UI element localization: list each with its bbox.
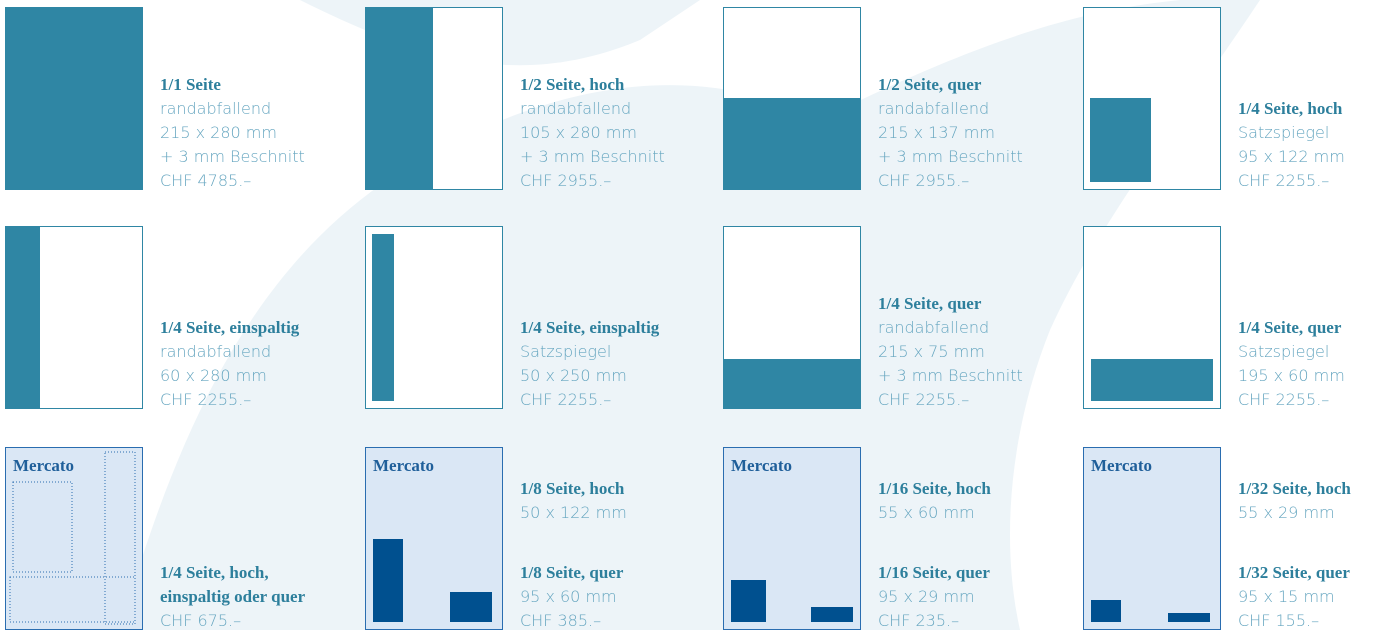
- ad-title: 1/4 Seite, hoch: [1238, 99, 1343, 118]
- ad-detail: 95 x 122 mm: [1238, 147, 1345, 166]
- ad-detail: 195 x 60 mm: [1238, 366, 1345, 385]
- ad-detail: CHF 2255.–: [1238, 171, 1329, 190]
- ad-title: 1/2 Seite, hoch: [520, 75, 625, 94]
- ad-area: [723, 359, 861, 409]
- ad-title: 1/4 Seite, quer: [1238, 318, 1342, 337]
- ad-detail: randabfallend: [878, 318, 989, 337]
- ad-detail: CHF 385.–: [520, 611, 601, 630]
- ad-detail: 95 x 15 mm: [1238, 587, 1335, 606]
- ad-title: 1/4 Seite, quer: [878, 294, 982, 313]
- ad-detail: 55 x 60 mm: [878, 503, 975, 522]
- ad-area: [731, 580, 766, 622]
- ad-title: einspaltig oder quer: [160, 587, 306, 606]
- ad-detail: + 3 mm Beschnitt: [520, 147, 665, 166]
- ad-detail: CHF 2255.–: [1238, 390, 1329, 409]
- ad-area: [5, 7, 143, 190]
- ad-detail: CHF 2955.–: [878, 171, 969, 190]
- ad-title: 1/16 Seite, quer: [878, 563, 990, 582]
- ad-area: [1168, 613, 1210, 622]
- ad-detail: + 3 mm Beschnitt: [878, 366, 1023, 385]
- ad-detail: randabfallend: [878, 99, 989, 118]
- ad-area: [1091, 600, 1121, 622]
- ad-area: [5, 226, 40, 409]
- ad-title: 1/4 Seite, einspaltig: [520, 318, 660, 337]
- ad-size-sheet: 1/1 Seite randabfallend 215 x 280 mm + 3 mm…: [0, 0, 1391, 630]
- ad-detail: 215 x 75 mm: [878, 342, 985, 361]
- ad-detail: + 3 mm Beschnitt: [160, 147, 305, 166]
- ad-detail: Satzspiegel: [520, 342, 611, 361]
- ad-area: [1091, 359, 1213, 401]
- ad-detail: CHF 4785.–: [160, 171, 251, 190]
- ad-title: 1/16 Seite, hoch: [878, 479, 991, 498]
- ad-title: 1/4 Seite, einspaltig: [160, 318, 300, 337]
- ad-detail: CHF 2955.–: [520, 171, 611, 190]
- ad-detail: Satzspiegel: [1238, 342, 1329, 361]
- ad-detail: 60 x 280 mm: [160, 366, 267, 385]
- thumb-label: Mercato: [1091, 456, 1152, 475]
- ad-detail: randabfallend: [520, 99, 631, 118]
- ad-detail: 215 x 280 mm: [160, 123, 277, 142]
- ad-detail: 50 x 250 mm: [520, 366, 627, 385]
- ad-detail: CHF 155.–: [1238, 611, 1319, 630]
- thumb-label: Mercato: [373, 456, 434, 475]
- ad-detail: 95 x 60 mm: [520, 587, 617, 606]
- ad-area: [372, 234, 394, 401]
- ad-detail: CHF 2255.–: [520, 390, 611, 409]
- ad-title: 1/8 Seite, hoch: [520, 479, 625, 498]
- ad-title: 1/32 Seite, quer: [1238, 563, 1350, 582]
- ad-detail: 95 x 29 mm: [878, 587, 975, 606]
- ad-title: 1/1 Seite: [160, 75, 221, 94]
- ad-detail: randabfallend: [160, 99, 271, 118]
- ad-detail: + 3 mm Beschnitt: [878, 147, 1023, 166]
- ad-area: [373, 539, 403, 622]
- ad-title: 1/32 Seite, hoch: [1238, 479, 1351, 498]
- ad-item: 1/4 Seite, einspaltig randabfallend 60 x 2…: [5, 226, 300, 409]
- ad-detail: randabfallend: [160, 342, 271, 361]
- ad-detail: CHF 235.–: [878, 611, 959, 630]
- ad-area: [811, 607, 853, 622]
- ad-area: [365, 7, 433, 190]
- ad-area: [450, 592, 492, 622]
- ad-area: [1090, 98, 1151, 182]
- ad-detail: Satzspiegel: [1238, 123, 1329, 142]
- ad-item: 1/4 Seite, hoch Satzspiegel 95 x 122 mm CHF…: [1084, 8, 1345, 191]
- ad-title: 1/8 Seite, quer: [520, 563, 624, 582]
- thumb-label: Mercato: [13, 456, 74, 475]
- ad-title: 1/2 Seite, quer: [878, 75, 982, 94]
- ad-area: [723, 98, 861, 190]
- ad-detail: CHF 675.–: [160, 611, 241, 630]
- ad-detail: CHF 2255.–: [878, 390, 969, 409]
- thumb-label: Mercato: [731, 456, 792, 475]
- ad-item: 1/4 Seite, quer Satzspiegel 195 x 60 mm CHF…: [1084, 227, 1345, 410]
- ad-detail: 55 x 29 mm: [1238, 503, 1335, 522]
- ad-detail: 50 x 122 mm: [520, 503, 627, 522]
- ad-item: Mercato 1/32 Seite, hoch 55 x 29 mm 1/32 Se…: [1084, 448, 1352, 630]
- ad-detail: 215 x 137 mm: [878, 123, 995, 142]
- ad-detail: 105 x 280 mm: [520, 123, 637, 142]
- ad-detail: CHF 2255.–: [160, 390, 251, 409]
- ad-item: 1/1 Seite randabfallend 215 x 280 mm + 3 mm…: [5, 7, 305, 190]
- ad-title: 1/4 Seite, hoch,: [160, 563, 269, 582]
